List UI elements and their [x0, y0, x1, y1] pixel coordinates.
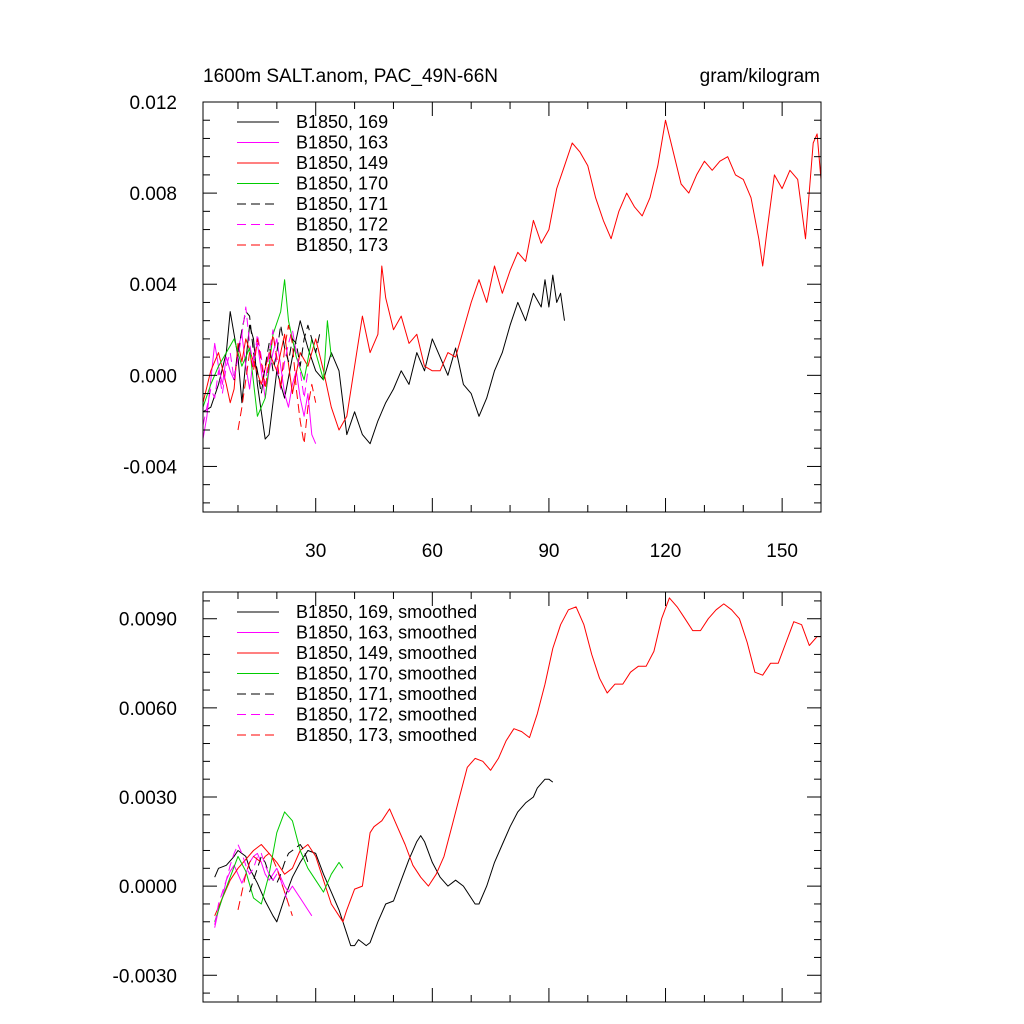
bottom-axes: -0.0030 0.0000 0.0030 0.0060 0.0090 [113, 592, 821, 1002]
legend-label-1: B1850, 163, smoothed [296, 623, 477, 643]
legend-label-5: B1850, 172, smoothed [296, 705, 477, 725]
series-line-5 [214, 844, 289, 925]
series-line-6 [237, 852, 293, 916]
series-line-3 [202, 279, 332, 417]
chart-title: 1600m SALT.anom, PAC_49N-66N [203, 66, 498, 87]
y-tick-label: 0.0000 [119, 877, 177, 898]
legend-label-3: B1850, 170 [296, 174, 388, 194]
legend-label-0: B1850, 169 [296, 112, 388, 132]
legend-label-4: B1850, 171 [296, 194, 388, 214]
series-line-2 [202, 119, 822, 431]
series-line-4 [249, 844, 309, 893]
x-tick-label: 90 [538, 541, 559, 562]
top-axes: 30 60 90 120 150 -0.004 0.000 0.004 0.008 0.012 [123, 93, 821, 562]
x-tick-label: 30 [305, 541, 326, 562]
y-tick-label: 0.000 [129, 366, 177, 387]
units-label: gram/kilogram [700, 66, 820, 87]
legend-label-0: B1850, 169, smoothed [296, 602, 477, 622]
bottom-plot-frame [202, 591, 822, 1003]
legend-label-2: B1850, 149, smoothed [296, 643, 477, 663]
bottom-panel: -0.0030 0.0000 0.0030 0.0060 0.0090 B1850, 1… [113, 591, 822, 1003]
series-line-1 [214, 852, 313, 928]
series-line-2 [214, 597, 821, 923]
x-tick-label: 120 [650, 541, 682, 562]
y-tick-label: 0.0090 [119, 610, 177, 631]
x-tick-label: 60 [422, 541, 443, 562]
y-tick-label: 0.004 [129, 275, 177, 296]
legend-label-6: B1850, 173 [296, 235, 388, 255]
top-series-group [202, 119, 822, 445]
legend-label-5: B1850, 172 [296, 215, 388, 235]
series-line-1 [202, 333, 317, 444]
y-tick-label: -0.004 [123, 457, 177, 478]
legend-label-3: B1850, 170, smoothed [296, 664, 477, 684]
series-line-0 [214, 778, 554, 947]
legend-label-6: B1850, 173, smoothed [296, 725, 477, 745]
top-plot-frame [202, 101, 822, 513]
legend-label-1: B1850, 163 [296, 133, 388, 153]
legend-label-4: B1850, 171, smoothed [296, 684, 477, 704]
y-tick-label: 0.012 [129, 93, 177, 114]
series-line-0 [202, 274, 565, 445]
top-panel: 1600m SALT.anom, PAC_49N-66N gram/kilogr… [123, 66, 822, 562]
series-line-4 [233, 311, 321, 395]
y-tick-label: 0.008 [129, 184, 177, 205]
x-tick-label: 150 [766, 541, 798, 562]
legend-label-2: B1850, 149 [296, 153, 388, 173]
y-tick-label: 0.0060 [119, 699, 177, 720]
y-tick-label: -0.0030 [113, 966, 177, 987]
series-line-6 [237, 324, 317, 445]
y-tick-label: 0.0030 [119, 788, 177, 809]
bottom-series-group [214, 597, 821, 947]
series-line-3 [214, 811, 344, 922]
